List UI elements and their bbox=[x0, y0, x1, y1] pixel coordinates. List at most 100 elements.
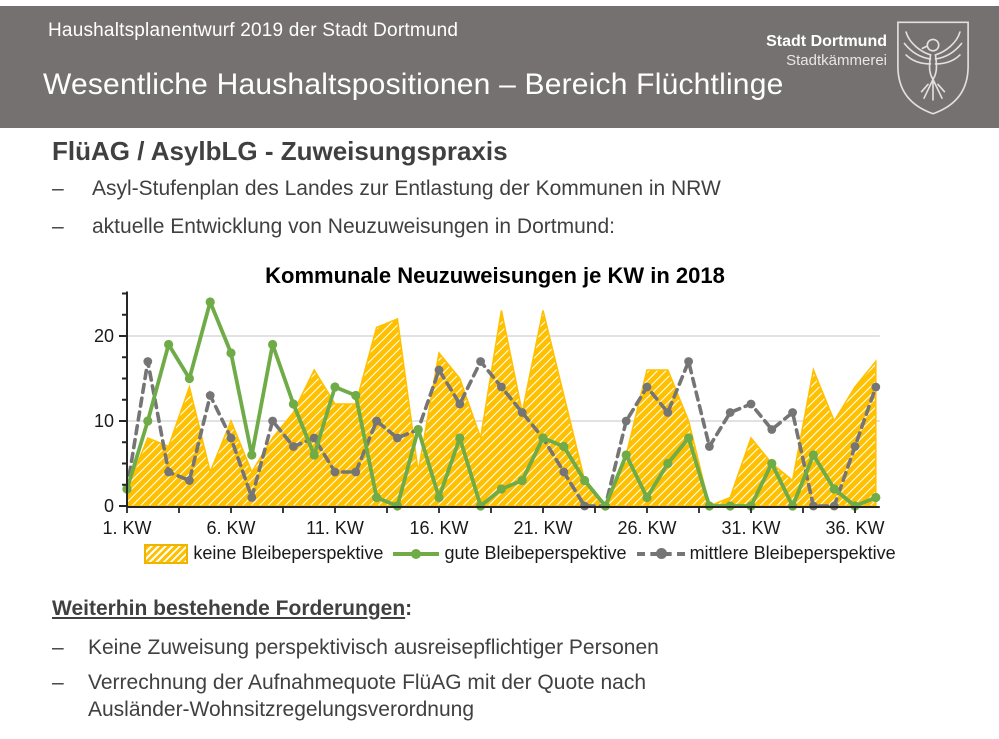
legend-label: mittlere Bleibeperspektive bbox=[689, 543, 896, 563]
marker-gute bbox=[372, 492, 382, 503]
marker-mittlere bbox=[725, 408, 735, 417]
x-tick-label: 11. KW bbox=[306, 518, 364, 538]
marker-mittlere bbox=[850, 442, 860, 451]
marker-gute bbox=[496, 484, 506, 494]
chart-legend: keine Bleibeperspektive gute Bleibepersp… bbox=[85, 543, 955, 564]
marker-gute bbox=[580, 475, 590, 486]
marker-gute bbox=[829, 484, 839, 494]
marker-mittlere bbox=[476, 357, 485, 366]
legend-label: gute Bleibeperspektive bbox=[444, 543, 627, 563]
marker-gute bbox=[309, 450, 319, 460]
marker-mittlere bbox=[268, 416, 277, 426]
marker-mittlere bbox=[185, 476, 194, 485]
marker-mittlere bbox=[559, 467, 569, 477]
marker-gute bbox=[517, 475, 527, 486]
marker-gute bbox=[725, 501, 735, 511]
marker-gute bbox=[392, 501, 402, 511]
section-bullets: – Asyl-Stufenplan des Landes zur Entlast… bbox=[52, 176, 932, 252]
marker-mittlere bbox=[684, 357, 693, 366]
x-tick-label: 6. KW bbox=[206, 518, 255, 538]
org-name: Stadt Dortmund bbox=[766, 33, 887, 50]
x-tick-label: 21. KW bbox=[513, 518, 572, 538]
marker-gute bbox=[871, 492, 881, 503]
marker-mittlere bbox=[205, 391, 215, 400]
forderungen-section: Weiterhin bestehende Forderungen: – Kein… bbox=[52, 597, 952, 732]
chart: Kommunale Neuzuweisungen je KW in 2018 0… bbox=[85, 263, 955, 564]
marker-mittlere bbox=[247, 493, 257, 502]
y-tick-label: 0 bbox=[104, 496, 114, 516]
marker-mittlere bbox=[309, 433, 319, 443]
bullet-text: aktuelle Entwicklung von Neuzuweisungen … bbox=[92, 214, 615, 238]
list-item: – Verrechnung der Aufnahmequote FlüAG mi… bbox=[52, 670, 952, 724]
marker-mittlere bbox=[517, 408, 527, 417]
hatched-area-swatch-icon bbox=[144, 543, 189, 564]
marker-gute bbox=[268, 339, 278, 350]
marker-gute bbox=[205, 297, 215, 307]
marker-mittlere bbox=[351, 467, 361, 477]
marker-mittlere bbox=[372, 416, 381, 426]
marker-mittlere bbox=[497, 382, 506, 392]
marker-gute bbox=[600, 501, 611, 511]
forderungen-bullets: – Keine Zuweisung perspektivisch ausreis… bbox=[52, 635, 952, 724]
x-tick-label: 26. KW bbox=[617, 518, 676, 538]
marker-gute bbox=[746, 501, 756, 511]
y-tick-label: 20 bbox=[94, 326, 114, 346]
marker-mittlere bbox=[455, 399, 465, 409]
green-line-swatch-icon bbox=[393, 548, 440, 559]
bullet-dash: – bbox=[52, 636, 64, 659]
marker-mittlere bbox=[289, 442, 298, 451]
dortmund-eagle-crest-icon bbox=[897, 21, 969, 115]
marker-gute bbox=[538, 433, 548, 443]
marker-mittlere bbox=[164, 467, 173, 477]
section-title: FlüAG / AsylbLG - Zuweisungspraxis bbox=[52, 136, 508, 166]
marker-mittlere bbox=[746, 399, 756, 409]
list-item: – Asyl-Stufenplan des Landes zur Entlast… bbox=[52, 176, 932, 203]
marker-gute bbox=[184, 373, 194, 384]
legend-item-mittlere: mittlere Bleibeperspektive bbox=[636, 543, 896, 564]
header-topline: Haushaltsplanentwurf 2019 der Stadt Dort… bbox=[48, 20, 459, 41]
bullet-dash: – bbox=[52, 177, 64, 200]
marker-gute bbox=[351, 390, 361, 401]
marker-gute bbox=[642, 492, 652, 503]
org-block: Stadt Dortmund Stadtkämmerei bbox=[766, 32, 887, 71]
header-band: Haushaltsplanentwurf 2019 der Stadt Dort… bbox=[0, 6, 999, 128]
chart-plot-area: 0 10 20 1. KW 6. KW 11. KW 16. KW 21. KW 26. KW 3… bbox=[94, 291, 885, 538]
marker-gute bbox=[330, 382, 340, 392]
chart-title: Kommunale Neuzuweisungen je KW in 2018 bbox=[265, 263, 725, 288]
x-tick-label: 36. KW bbox=[825, 518, 884, 538]
legend-item-gute: gute Bleibeperspektive bbox=[393, 543, 627, 564]
marker-mittlere bbox=[871, 382, 881, 392]
legend-item-keine: keine Bleibeperspektive bbox=[144, 543, 383, 564]
marker-gute bbox=[767, 458, 777, 469]
marker-mittlere bbox=[621, 416, 631, 426]
list-item: – aktuelle Entwicklung von Neuzuweisunge… bbox=[52, 214, 932, 241]
bullet-dash: – bbox=[52, 214, 64, 238]
y-tick-label: 10 bbox=[94, 411, 114, 431]
marker-mittlere bbox=[330, 467, 340, 477]
x-tick-label: 31. KW bbox=[721, 518, 780, 538]
marker-gute bbox=[434, 492, 444, 503]
marker-mittlere bbox=[226, 433, 236, 443]
legend-label: keine Bleibeperspektive bbox=[193, 543, 384, 563]
marker-gute bbox=[226, 348, 236, 358]
marker-mittlere bbox=[788, 408, 797, 417]
list-item: – Keine Zuweisung perspektivisch ausreis… bbox=[52, 635, 952, 662]
marker-mittlere bbox=[663, 408, 673, 417]
x-tick-label: 1. KW bbox=[102, 518, 151, 538]
marker-mittlere bbox=[393, 433, 402, 443]
marker-mittlere bbox=[434, 365, 444, 375]
marker-gute bbox=[850, 501, 860, 511]
marker-gute bbox=[288, 399, 298, 409]
marker-gute bbox=[808, 450, 819, 460]
gray-dashed-swatch-icon bbox=[636, 548, 685, 559]
page-title: Wesentliche Haushaltspositionen – Bereic… bbox=[43, 68, 784, 101]
marker-gute bbox=[788, 501, 798, 511]
marker-mittlere bbox=[705, 442, 714, 451]
marker-gute bbox=[476, 501, 486, 511]
marker-gute bbox=[663, 458, 673, 469]
bullet-text: Verrechnung der Aufnahmequote FlüAG mit … bbox=[88, 670, 647, 721]
forderungen-heading: Weiterhin bestehende Forderungen: bbox=[52, 597, 413, 620]
org-unit: Stadtkämmerei bbox=[786, 52, 887, 69]
bullet-text: Keine Zuweisung perspektivisch ausreisep… bbox=[88, 636, 659, 659]
